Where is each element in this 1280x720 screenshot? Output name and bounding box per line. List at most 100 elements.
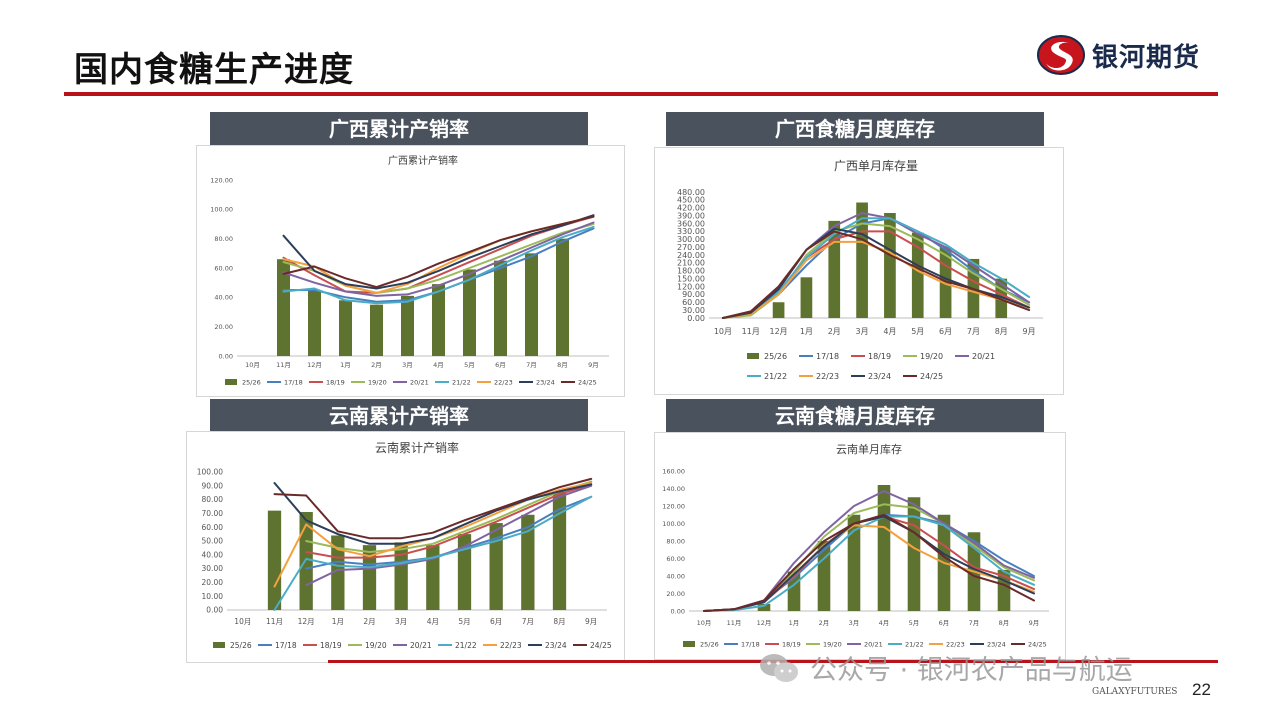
chart-gx-stock: 广西单月库存量 0.00 30.00 60.00 90.00 120.00 150.00 18…	[654, 147, 1064, 395]
line-21-22	[273, 495, 593, 611]
line-23-24	[282, 214, 595, 290]
line-18-19	[703, 515, 1035, 612]
y-tick-label: 60.00	[214, 264, 233, 272]
legend-item: 23/24	[970, 640, 1006, 648]
legend-label: 17/18	[741, 640, 760, 648]
bar-25-26	[552, 491, 567, 610]
bar-25-26	[995, 278, 1008, 318]
legend-item: 22/23	[929, 640, 965, 648]
legend-label: 22/23	[816, 372, 839, 381]
legend-label: 19/20	[368, 378, 387, 386]
legend-label: 18/19	[868, 352, 891, 361]
legend-label: 21/22	[455, 641, 477, 650]
legend-label: 21/22	[764, 372, 787, 381]
legend-label: 17/18	[816, 352, 839, 361]
legend-swatch	[225, 379, 237, 385]
line-22-23	[703, 524, 1035, 612]
page-number: 22	[1192, 680, 1211, 699]
y-tick-label: 120.00	[210, 176, 233, 184]
x-tick-label: 11月	[727, 619, 742, 627]
y-tick-label: 100.00	[197, 468, 223, 477]
bar-25-26	[307, 290, 322, 356]
line-17-18	[703, 513, 1035, 612]
y-tick-label: 160.00	[662, 467, 685, 475]
legend-item: 20/21	[847, 640, 883, 648]
y-tick-label: 180.00	[677, 267, 705, 276]
chart-yn-stock: 云南单月库存 0.00 20.00 40.00 60.00 80.00 100.00 120.…	[654, 432, 1066, 660]
y-tick-label: 0.00	[219, 352, 233, 360]
line-24-25	[282, 215, 595, 289]
legend-item: 21/22	[438, 641, 477, 650]
bar-25-26	[772, 302, 785, 318]
x-tick-label: 3月	[402, 361, 413, 369]
legend-label: 17/18	[284, 378, 303, 386]
x-tick-label: 3月	[856, 327, 869, 336]
legend-item: 23/24	[519, 378, 555, 386]
y-tick-label: 80.00	[202, 495, 224, 504]
bar-25-26	[338, 300, 353, 356]
legend-item: 20/21	[393, 378, 429, 386]
x-tick-label: 1月	[340, 361, 351, 369]
y-tick-label: 30.00	[682, 306, 705, 315]
legend-label: 25/26	[700, 640, 719, 648]
x-tick-label: 11月	[276, 361, 291, 369]
legend-label: 19/20	[365, 641, 387, 650]
line-23-24	[721, 227, 1031, 319]
y-tick-label: 30.00	[202, 564, 224, 573]
chart-yn-rate: 云南累计产销率 0.00 10.00 20.00 30.00 40.00 50.00 60.0…	[186, 431, 625, 663]
y-tick-label: 480.00	[677, 188, 705, 197]
y-tick-label: 100.00	[210, 206, 233, 214]
x-tick-label: 8月	[999, 619, 1010, 627]
y-tick-label: 40.00	[214, 294, 233, 302]
y-tick-label: 330.00	[677, 227, 705, 236]
y-tick-label: 40.00	[202, 550, 224, 559]
y-tick-label: 100.00	[662, 520, 685, 528]
y-tick-label: 120.00	[677, 282, 705, 291]
bar-25-26	[431, 284, 446, 356]
y-tick-label: 60.00	[202, 523, 224, 532]
y-tick-label: 50.00	[202, 537, 224, 546]
legend-item: 23/24	[851, 372, 891, 381]
line-18-19	[305, 483, 593, 559]
slide-title: 国内食糖生产进度	[74, 50, 354, 90]
legend-label: 25/26	[242, 378, 261, 386]
y-tick-label: 450.00	[677, 196, 705, 205]
legend-label: 19/20	[823, 640, 842, 648]
chart-yn-stock-svg: 云南单月库存 0.00 20.00 40.00 60.00 80.00 100.00 120.…	[662, 442, 1049, 648]
y-tick-label: 60.00	[682, 298, 705, 307]
x-tick-label: 9月	[588, 361, 599, 369]
x-tick-label: 9月	[1023, 327, 1036, 336]
legend-item: 24/25	[1011, 640, 1047, 648]
y-tick-label: 210.00	[677, 259, 705, 268]
bar-25-26	[828, 220, 841, 318]
legend-item: 24/25	[561, 378, 597, 386]
legend-item: 21/22	[747, 372, 787, 381]
chart-title: 云南单月库存	[836, 442, 902, 456]
galaxy-logo-icon	[1037, 35, 1085, 75]
legend-label: 24/25	[590, 641, 612, 650]
legend-item: 18/19	[309, 378, 345, 386]
legend-swatch	[747, 353, 759, 359]
legend-swatch	[683, 641, 695, 647]
y-tick-label: 20.00	[202, 578, 224, 587]
legend-item: 18/19	[851, 352, 891, 361]
legend-label: 20/21	[410, 378, 429, 386]
legend-item: 24/25	[573, 641, 612, 650]
y-tick-label: 240.00	[677, 251, 705, 260]
wechat-icon	[760, 653, 798, 682]
bar-25-26	[331, 535, 345, 610]
x-tick-label: 6月	[490, 617, 502, 626]
brand-logo: 银河期货	[1036, 33, 1200, 77]
bar-25-26	[856, 202, 868, 318]
legend-item: 19/20	[351, 378, 387, 386]
legend-item: 17/18	[267, 378, 303, 386]
legend-label: 22/23	[946, 640, 965, 648]
x-tick-label: 9月	[1029, 619, 1040, 627]
y-tick-label: 80.00	[214, 235, 233, 243]
x-tick-label: 10月	[697, 619, 712, 627]
y-tick-label: 0.00	[671, 607, 685, 615]
bar-25-26	[847, 514, 861, 611]
line-18-19	[721, 230, 1031, 319]
bar-25-26	[817, 541, 831, 611]
x-tick-label: 8月	[557, 361, 568, 369]
